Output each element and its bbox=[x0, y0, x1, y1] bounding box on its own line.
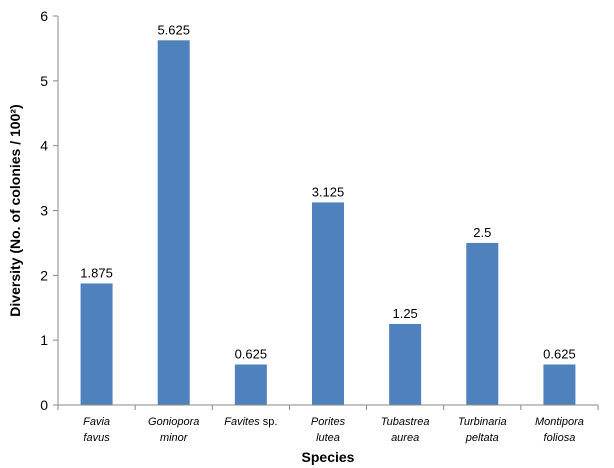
data-label: 3.125 bbox=[312, 184, 345, 199]
x-category-label-part: peltata bbox=[465, 432, 499, 444]
data-label: 0.625 bbox=[543, 346, 576, 361]
x-category-label-part: aurea bbox=[391, 432, 419, 444]
bar bbox=[157, 40, 190, 405]
data-label: 1.875 bbox=[80, 265, 113, 280]
y-axis-ticks: 0 1 2 3 4 5 6 bbox=[40, 8, 599, 413]
data-label: 5.625 bbox=[157, 22, 190, 37]
data-labels: 1.875 5.625 0.625 3.125 1.25 2.5 0.625 bbox=[80, 22, 575, 361]
x-category-label-part: foliosa bbox=[544, 432, 576, 444]
data-label: 1.25 bbox=[392, 306, 417, 321]
x-category-label: lutea bbox=[316, 432, 340, 444]
x-category-label: Goniopora bbox=[148, 416, 199, 428]
bar bbox=[234, 364, 267, 405]
x-category-label-part: lutea bbox=[316, 432, 340, 444]
y-tick-label: 4 bbox=[40, 138, 48, 154]
x-category-label: aurea bbox=[391, 432, 419, 444]
x-category-label: Favia bbox=[83, 416, 110, 428]
x-category-label-part: Favia bbox=[83, 416, 110, 428]
x-category-label: favus bbox=[83, 432, 110, 444]
x-category-label-part: Goniopora bbox=[148, 416, 199, 428]
y-tick-label: 6 bbox=[40, 8, 48, 24]
x-category-label: Tubastrea bbox=[381, 416, 430, 428]
x-category-label: peltata bbox=[465, 432, 499, 444]
x-category-label: foliosa bbox=[544, 432, 576, 444]
x-category-label-part: Turbinaria bbox=[458, 416, 507, 428]
bar bbox=[466, 242, 499, 405]
bar bbox=[312, 202, 344, 405]
x-category-label: minor bbox=[160, 432, 189, 444]
bar bbox=[389, 323, 422, 405]
x-category-label-part: sp. bbox=[260, 416, 278, 428]
data-label: 0.625 bbox=[235, 346, 268, 361]
bars bbox=[80, 40, 576, 405]
x-category-label-part: Favites bbox=[224, 416, 260, 428]
bar bbox=[543, 364, 576, 405]
x-category-label-part: minor bbox=[160, 432, 189, 444]
x-axis-title: Species bbox=[302, 449, 355, 465]
y-axis-title: Diversity (No. of colonies / 100²) bbox=[7, 104, 23, 316]
bar bbox=[80, 283, 113, 405]
y-tick-label: 3 bbox=[40, 203, 48, 219]
x-category-label-part: Porites bbox=[311, 416, 346, 428]
y-tick-label: 2 bbox=[40, 267, 48, 283]
y-tick-label: 1 bbox=[40, 332, 48, 348]
y-tick-label: 0 bbox=[40, 397, 48, 413]
y-tick-label: 5 bbox=[40, 73, 48, 89]
x-axis-category-labels: Favia favus Goniopora minor Favites sp. Porit… bbox=[83, 416, 584, 444]
x-category-label: Turbinaria bbox=[458, 416, 507, 428]
x-category-label: Porites bbox=[311, 416, 346, 428]
x-category-label-part: Montipora bbox=[535, 416, 584, 428]
x-category-label: Favites sp. bbox=[224, 416, 277, 428]
x-category-label-part: Tubastrea bbox=[381, 416, 430, 428]
x-category-label-part: favus bbox=[83, 432, 110, 444]
x-category-label: Montipora bbox=[535, 416, 584, 428]
data-label: 2.5 bbox=[473, 225, 491, 240]
